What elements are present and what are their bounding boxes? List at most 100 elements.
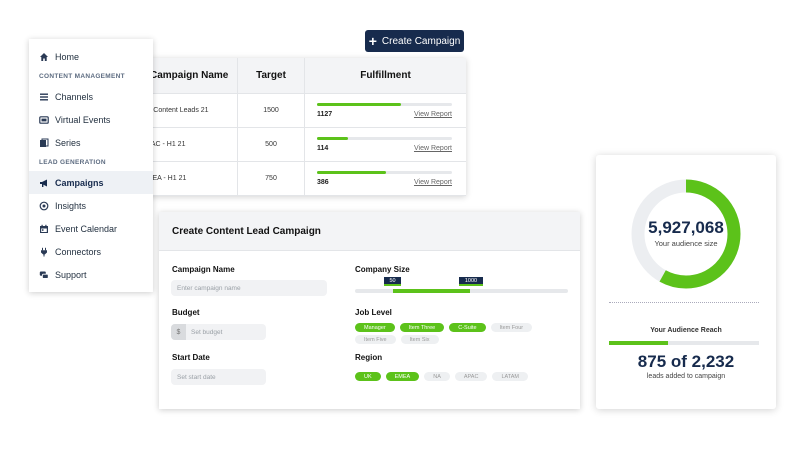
region-options: UK EMEA NA APAC LATAM [355, 372, 565, 381]
job-level-label: Job Level [355, 308, 392, 317]
fulfillment-bar [317, 103, 452, 106]
fulfilled-count: 114 [317, 145, 329, 152]
sidebar-item-support[interactable]: Support [29, 263, 153, 286]
region-option[interactable]: UK [355, 372, 381, 381]
audience-reach-bar-fill [609, 341, 668, 345]
region-option[interactable]: NA [424, 372, 450, 381]
company-size-min-handle[interactable]: 50 [384, 277, 401, 286]
fulfillment-bar-fill [317, 171, 386, 174]
sidebar-item-label: Campaigns [55, 177, 104, 188]
calendar-icon [39, 224, 49, 234]
form-title: Create Content Lead Campaign [159, 212, 580, 251]
sidebar-item-event-calendar[interactable]: Event Calendar [29, 217, 153, 240]
sidebar-item-label: Event Calendar [55, 223, 118, 234]
audience-reach-bar [609, 341, 759, 345]
target-cell: 750 [238, 162, 305, 195]
start-date-input[interactable]: Set start date [171, 369, 266, 385]
virtual-events-icon [39, 115, 49, 125]
job-level-option[interactable]: Item Six [400, 335, 439, 344]
campaign-name-cell: 21 NA Content Leads [138, 94, 238, 127]
sidebar-item-label: Channels [55, 91, 94, 102]
fulfillment-bar [317, 171, 452, 174]
megaphone-icon [39, 178, 49, 188]
channels-icon [39, 92, 49, 102]
table-row[interactable]: 21 APAC - H1 500 114 View Report [138, 128, 466, 162]
region-option[interactable]: APAC [454, 372, 488, 381]
fulfillment-bar-fill [317, 103, 401, 106]
company-size-slider[interactable] [355, 289, 568, 293]
campaign-name-input[interactable]: Enter campaign name [171, 280, 327, 296]
dollar-icon: $ [171, 324, 186, 340]
header-target: Target [238, 58, 305, 93]
audience-size-value: 5,927,068 [648, 218, 724, 237]
sidebar-item-label: Support [55, 269, 87, 280]
sidebar-item-insights[interactable]: Insights [29, 194, 153, 217]
job-level-option[interactable]: Manager [355, 323, 395, 332]
sidebar-item-series[interactable]: Series [29, 131, 153, 154]
home-icon [39, 52, 49, 62]
divider [609, 302, 759, 303]
campaign-table: Campaign Name Target Fulfillment 21 NA C… [138, 58, 466, 196]
fulfilled-count: 1127 [317, 111, 333, 118]
support-icon [39, 270, 49, 280]
section-lead-generation: LEAD GENERATION [39, 159, 106, 166]
job-level-options: Manager Item Three C-Suite Item Four Ite… [355, 323, 545, 344]
region-option[interactable]: LATAM [492, 372, 528, 381]
table-header: Campaign Name Target Fulfillment [138, 58, 466, 94]
job-level-option[interactable]: Item Five [355, 335, 396, 344]
view-report-link[interactable]: View Report [413, 111, 452, 118]
audience-reach-card: 5,927,068 Your audience size Your Audien… [596, 155, 776, 409]
view-report-link[interactable]: View Report [413, 179, 452, 186]
job-level-option[interactable]: C-Suite [449, 323, 486, 332]
job-level-option[interactable]: Item Three [399, 323, 445, 332]
campaign-name-cell: 21 APAC - H1 [138, 128, 238, 161]
header-campaign-name: Campaign Name [138, 58, 238, 93]
region-option[interactable]: EMEA [385, 372, 420, 381]
series-icon [39, 138, 49, 148]
table-row[interactable]: 21 EMEA - H1 750 386 View Report [138, 162, 466, 196]
donut-center: 5,927,068 Your audience size [596, 218, 776, 248]
budget-placeholder: Set budget [191, 328, 223, 336]
campaign-name-cell: 21 EMEA - H1 [138, 162, 238, 195]
sidebar-item-label: Virtual Events [55, 114, 111, 125]
start-date-label: Start Date [172, 353, 210, 362]
target-cell: 500 [238, 128, 305, 161]
sidebar-item-label: Home [55, 51, 80, 62]
create-campaign-form: Create Content Lead Campaign Campaign Na… [159, 212, 580, 409]
sidebar-item-campaigns[interactable]: Campaigns [29, 171, 153, 194]
target-cell: 1500 [238, 94, 305, 127]
fulfillment-bar [317, 137, 452, 140]
company-size-label: Company Size [355, 265, 410, 274]
audience-reach-label: leads added to campaign [646, 373, 726, 380]
sidebar-item-label: Connectors [55, 246, 102, 257]
job-level-option[interactable]: Item Four [490, 323, 533, 332]
region-label: Region [355, 353, 383, 362]
sidebar-item-channels[interactable]: Channels [29, 85, 153, 108]
insights-icon [39, 201, 49, 211]
sidebar: Home CONTENT MANAGEMENT Channels Virtual… [29, 39, 153, 292]
create-campaign-button[interactable]: + Create Campaign [365, 30, 464, 52]
sidebar-item-label: Insights [55, 200, 87, 211]
section-content-management: CONTENT MANAGEMENT [39, 73, 125, 80]
audience-reach-title: Your Audience Reach [650, 327, 722, 334]
budget-label: Budget [172, 308, 200, 317]
campaign-name-label: Campaign Name [172, 265, 235, 274]
fulfillment-cell: 386 View Report [305, 162, 466, 195]
budget-input[interactable]: $ Set budget [171, 324, 266, 340]
audience-donut-chart [631, 179, 741, 289]
company-size-slider-fill [393, 289, 470, 293]
audience-size-label: Your audience size [654, 239, 718, 248]
sidebar-item-virtual-events[interactable]: Virtual Events [29, 108, 153, 131]
fulfillment-cell: 114 View Report [305, 128, 466, 161]
sidebar-item-connectors[interactable]: Connectors [29, 240, 153, 263]
sidebar-item-home[interactable]: Home [29, 45, 153, 68]
sidebar-item-label: Series [55, 137, 81, 148]
company-size-max-handle[interactable]: 1000 [459, 277, 483, 286]
fulfillment-bar-fill [317, 137, 349, 140]
fulfillment-cell: 1127 View Report [305, 94, 466, 127]
plug-icon [39, 247, 49, 257]
plus-icon: + [368, 33, 377, 49]
audience-reach-value: 875 of 2,232 [637, 352, 735, 371]
view-report-link[interactable]: View Report [413, 145, 452, 152]
table-row[interactable]: 21 NA Content Leads 1500 1127 View Repor… [138, 94, 466, 128]
